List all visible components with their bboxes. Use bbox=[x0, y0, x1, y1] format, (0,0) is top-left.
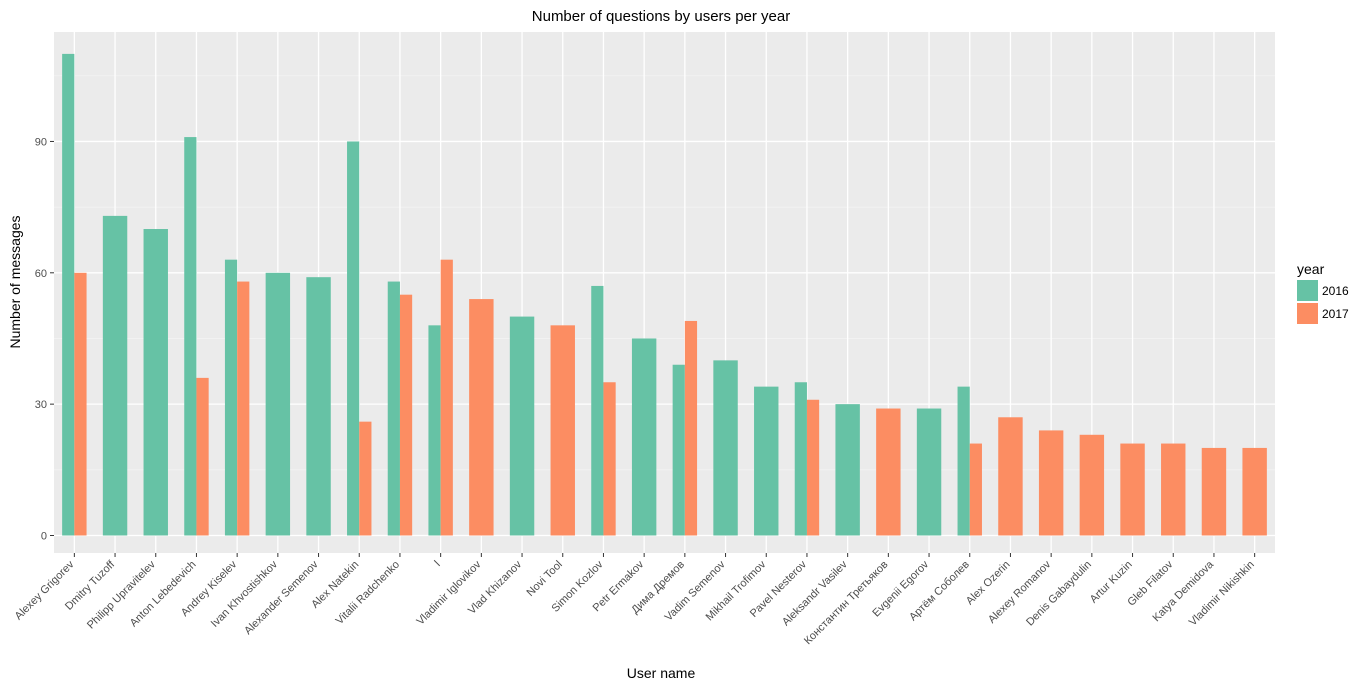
bar-2017 bbox=[969, 443, 982, 536]
bar-2016 bbox=[509, 316, 535, 536]
y-axis-title: Number of messages bbox=[7, 215, 23, 348]
legend-key-2017 bbox=[1297, 303, 1318, 324]
x-tick-label: Philipp Upravitelev bbox=[85, 558, 158, 631]
legend-title: year bbox=[1297, 261, 1325, 277]
bar-2016 bbox=[428, 325, 441, 536]
bar-2017 bbox=[399, 294, 413, 536]
bar-2016 bbox=[184, 137, 197, 536]
bar-2016 bbox=[62, 53, 75, 536]
bar-2016 bbox=[713, 360, 738, 536]
bar-2016 bbox=[591, 285, 604, 536]
legend: year 2016 2017 bbox=[1297, 261, 1349, 324]
bar-2017 bbox=[237, 281, 250, 536]
bar-2016 bbox=[387, 281, 400, 536]
bar-2017 bbox=[440, 259, 453, 536]
plot-panel bbox=[54, 32, 1275, 553]
bar-2017 bbox=[1201, 447, 1227, 536]
y-tick-label: 30 bbox=[35, 399, 47, 411]
legend-key-2016 bbox=[1297, 280, 1318, 301]
y-tick-label: 0 bbox=[41, 530, 47, 542]
x-tick-label: Vladimir Iglovikov bbox=[414, 558, 483, 627]
bar-2016 bbox=[306, 277, 331, 536]
bar-2017 bbox=[684, 320, 698, 536]
x-tick-label: l bbox=[433, 559, 443, 569]
bars bbox=[62, 53, 1267, 536]
y-tick-label: 90 bbox=[35, 136, 47, 148]
bar-2017 bbox=[1120, 443, 1145, 536]
bar-2016 bbox=[631, 338, 657, 536]
bar-2016 bbox=[957, 386, 970, 536]
bar-2017 bbox=[603, 382, 616, 536]
legend-label-2017: 2017 bbox=[1322, 307, 1349, 321]
bar-2016 bbox=[102, 215, 128, 536]
bar-2016 bbox=[143, 229, 168, 536]
bar-2017 bbox=[998, 417, 1023, 536]
bar-2016 bbox=[835, 404, 860, 536]
bar-2017 bbox=[74, 272, 87, 536]
x-tick-label: Novi Tool bbox=[525, 559, 565, 599]
y-tick-label: 60 bbox=[35, 268, 47, 280]
bar-2017 bbox=[550, 325, 575, 536]
bar-2017 bbox=[1038, 430, 1064, 536]
x-tick-label: Alexey Grigorev bbox=[13, 558, 77, 622]
chart-title: Number of questions by users per year bbox=[532, 8, 790, 25]
bar-2016 bbox=[754, 386, 779, 536]
y-axis: 0 30 60 90 bbox=[35, 136, 54, 542]
bar-2017 bbox=[1242, 447, 1267, 536]
bar-2016 bbox=[224, 259, 238, 536]
bar-2017 bbox=[196, 377, 209, 536]
bar-2016 bbox=[794, 382, 807, 536]
legend-label-2016: 2016 bbox=[1322, 284, 1349, 298]
minor-gridlines bbox=[54, 75, 1275, 471]
bar-2016 bbox=[347, 141, 360, 536]
x-tick-label: Alexander Semenov bbox=[242, 558, 321, 637]
bar-2017 bbox=[359, 421, 372, 536]
bar-2017 bbox=[469, 299, 494, 536]
bar-2017 bbox=[1161, 443, 1186, 536]
bar-2016 bbox=[672, 364, 685, 536]
x-axis-title: User name bbox=[627, 665, 696, 681]
bar-2016 bbox=[916, 408, 942, 536]
bar-2016 bbox=[265, 272, 291, 536]
bar-2017 bbox=[876, 408, 901, 536]
bar-2017 bbox=[806, 399, 820, 536]
bar-2017 bbox=[1079, 434, 1105, 536]
